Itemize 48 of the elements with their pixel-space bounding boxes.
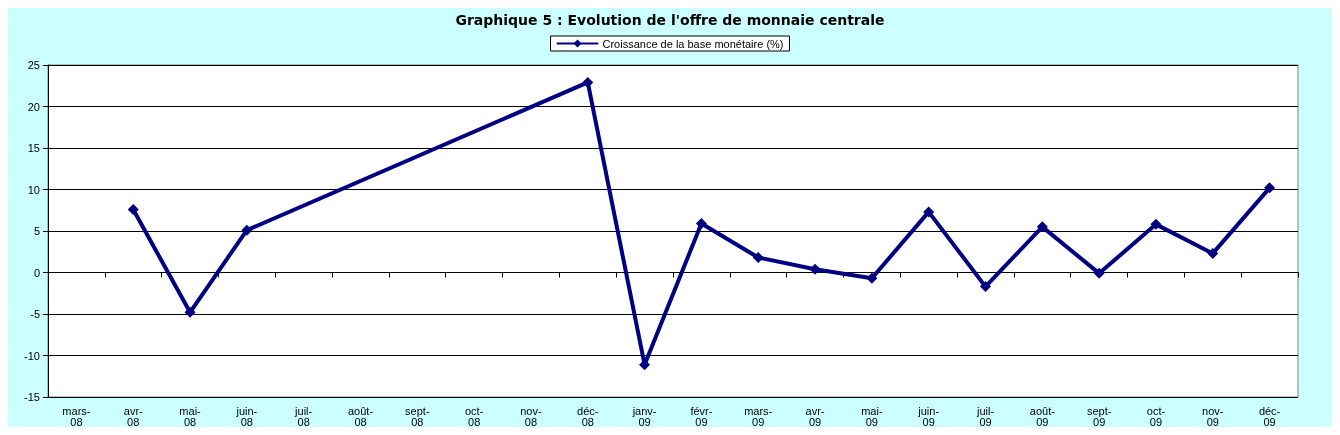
point	[1207, 247, 1219, 259]
x-tick-label: mars-08	[62, 404, 91, 428]
legend-label: Croissance de la base monétaire (%)	[602, 37, 784, 50]
x-tick-label: sept-08	[405, 404, 430, 428]
y-tick-label: 20	[27, 100, 40, 113]
y-tick-label: -10	[24, 349, 40, 362]
x-tick-label: avr-08	[123, 404, 144, 428]
point	[184, 306, 196, 318]
y-tick-label: -5	[30, 308, 40, 320]
x-tick-label: nov-08	[520, 404, 542, 428]
point	[582, 76, 594, 88]
point	[866, 272, 878, 284]
x-tick-label: sept-09	[1086, 404, 1112, 428]
point	[695, 218, 707, 230]
point	[923, 206, 935, 218]
x-tick-label: déc-09	[1258, 404, 1281, 428]
point	[752, 252, 764, 264]
x-tick-label: janv-09	[631, 404, 657, 428]
x-tick-label: août-08	[347, 404, 374, 428]
point	[241, 224, 253, 236]
point	[980, 281, 991, 293]
x-tick-label: oct-08	[464, 404, 484, 428]
point	[1264, 182, 1276, 194]
x-tick-label: août-09	[1029, 404, 1056, 428]
x-tick-label: juil-08	[294, 404, 313, 428]
x-tick-label: mars-09	[744, 404, 773, 428]
x-tick-label: déc-08	[577, 404, 599, 428]
x-tick-label: mai-09	[861, 404, 883, 428]
x-tick-label: mai-08	[179, 404, 202, 428]
point	[1150, 218, 1162, 230]
chart-title: Graphique 5 : Evolution de l'offre de monnaie centrale	[455, 12, 885, 28]
y-tick-label: 5	[33, 225, 40, 237]
y-tick-label: -15	[24, 391, 40, 403]
y-tick-label: 15	[27, 142, 40, 154]
y-tick-label: 0	[33, 266, 40, 279]
x-tick-label: juil-09	[975, 404, 995, 428]
point	[127, 203, 139, 215]
x-tick-label: juin-09	[917, 404, 940, 428]
x-tick-label: juin-08	[235, 404, 258, 428]
x-tick-label: nov-09	[1202, 404, 1224, 428]
point	[1036, 221, 1048, 233]
x-tick-label: oct-09	[1146, 404, 1166, 428]
point	[1093, 267, 1105, 279]
x-tick-label: avr-09	[805, 404, 825, 428]
x-tick-label: févr-09	[690, 404, 713, 428]
point	[809, 263, 821, 275]
y-tick-label: 25	[27, 59, 40, 71]
y-tick-label: 10	[27, 183, 40, 196]
